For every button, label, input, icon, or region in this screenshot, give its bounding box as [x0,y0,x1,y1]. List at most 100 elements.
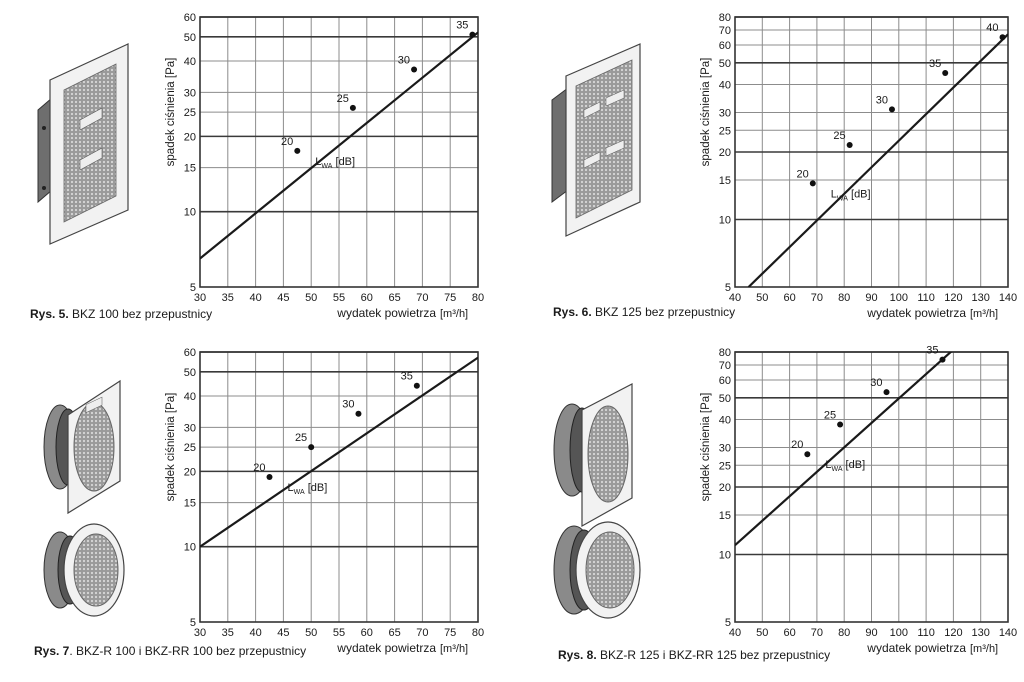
caption-rys8-text: BKZ-R 125 i BKZ-RR 125 bez przepustnicy [596,648,831,662]
chart-rys6-svg: 40 50 60 70 80 90 100 110 120 130 1405101520253040… [700,12,1017,320]
chart-rys6: 40 50 60 70 80 90 100 110 120 130 140 5 10 15 20 25 30 40… [695,5,1020,325]
data-label-35: 35 [456,20,468,32]
x-axis-label: wydatek powietrza [866,641,966,655]
y-tick-label: 10 [184,207,196,219]
caption-rys8: Rys. 8. BKZ-R 125 i BKZ-RR 125 bez przep… [558,648,830,662]
data-point-30 [411,66,418,73]
round-grille-icon [38,375,130,620]
data-point-30 [888,106,895,113]
y-tick-label: 60 [719,375,731,387]
y-tick-label: 80 [719,347,731,359]
caption-rys5-text: BKZ 100 bez przepustnicy [68,307,213,321]
data-point-35 [413,382,420,389]
y-tick-label: 20 [719,147,731,159]
x-tick-label: 30 [194,627,206,639]
y-tick-label: 30 [719,443,731,455]
y-tick-label: 80 [719,12,731,24]
x-tick-label: 55 [333,292,345,304]
y-tick-label: 15 [184,498,196,510]
lwa-annotation: LWA [dB] [825,459,865,473]
data-point-35 [469,31,476,38]
y-tick-label: 10 [719,215,731,227]
y-tick-label: 25 [184,107,196,119]
data-point-30 [355,410,362,417]
x-tick-label: 80 [838,627,850,639]
x-tick-label: 40 [249,292,261,304]
data-label-35: 35 [401,371,413,383]
caption-rys5-bold: Rys. 5. [30,307,69,321]
x-tick-label: 80 [472,292,484,304]
x-tick-label: 130 [972,627,990,639]
y-axis-label: spadek ciśnienia [Pa] [165,393,177,502]
y-tick-label: 60 [719,40,731,52]
x-tick-label: 65 [388,627,400,639]
series-line [747,33,1008,287]
y-tick-label: 5 [190,282,196,294]
x-tick-label: 90 [865,627,877,639]
plot-frame [734,16,1009,288]
x-tick-label: 40 [729,292,741,304]
data-point-25 [308,444,315,451]
y-tick-label: 25 [719,460,731,472]
series-line [200,31,478,260]
y-tick-label: 30 [719,108,731,120]
data-label-30: 30 [342,399,354,411]
x-tick-label: 75 [444,627,456,639]
square-grille-icon [30,40,140,245]
x-tick-label: 60 [361,292,373,304]
x-tick-label: 45 [277,292,289,304]
data-point-30 [883,389,890,396]
y-tick-label: 5 [725,617,731,629]
data-label-20: 20 [791,439,803,451]
y-tick-label: 10 [719,550,731,562]
caption-rys6-bold: Rys. 6. [553,305,592,319]
y-tick-label: 40 [184,391,196,403]
y-tick-label: 20 [719,482,731,494]
x-tick-label: 90 [865,292,877,304]
data-point-25 [837,421,844,428]
data-label-25: 25 [833,130,845,142]
data-label-35: 35 [926,345,938,357]
x-axis-unit: [m³/h] [440,308,468,320]
x-axis-unit: [m³/h] [970,643,998,655]
y-tick-label: 60 [184,347,196,359]
x-tick-label: 120 [944,627,962,639]
chart-rys5-svg: 30 35 40 45 50 55 60 65 70 75 80 5 10 15 20 25 30 40 50 60 2… [165,12,484,320]
x-tick-label: 45 [277,627,289,639]
data-label-40: 40 [986,22,998,34]
x-tick-label: 110 [917,627,935,639]
lwa-annotation: LWA [dB] [315,156,355,170]
y-tick-label: 25 [719,125,731,137]
x-tick-label: 70 [811,627,823,639]
round-grille-large-icon [548,380,644,620]
plot-frame [199,16,479,288]
plot-frame [734,351,1009,623]
data-point-20 [294,147,301,154]
x-tick-label: 140 [999,627,1017,639]
data-point-40 [999,34,1006,41]
caption-rys7-text: . BKZ-R 100 i BKZ-RR 100 bez przepustnic… [69,644,307,658]
x-tick-label: 60 [361,627,373,639]
y-tick-label: 30 [184,422,196,434]
y-tick-label: 20 [184,466,196,478]
y-tick-label: 50 [719,393,731,405]
y-tick-label: 5 [190,617,196,629]
x-tick-label: 70 [416,627,428,639]
x-axis-label: wydatek powietrza [336,641,436,655]
x-tick-label: 30 [194,292,206,304]
x-tick-label: 80 [838,292,850,304]
data-label-30: 30 [870,377,882,389]
data-point-20 [804,451,811,458]
chart-rys5: 30 35 40 45 50 55 60 65 70 75 80 5 10 15 20 25 30 40 50 60 2… [160,5,490,325]
x-tick-label: 100 [890,627,908,639]
chart-rys8-svg: 40 50 60 70 80 90 100 110 120 130 1405101520253040… [700,345,1017,655]
y-tick-label: 30 [184,87,196,99]
y-tick-label: 40 [719,80,731,92]
x-tick-label: 130 [972,292,990,304]
x-tick-label: 35 [222,292,234,304]
y-tick-label: 50 [719,58,731,70]
chart-rys7-svg: 30 35 40 45 50 55 60 65 70 75 80 5 10 15 20 25 30 40 50 60 2… [165,347,484,655]
series-line [200,356,478,548]
y-tick-label: 20 [184,131,196,143]
y-tick-label: 15 [719,510,731,522]
